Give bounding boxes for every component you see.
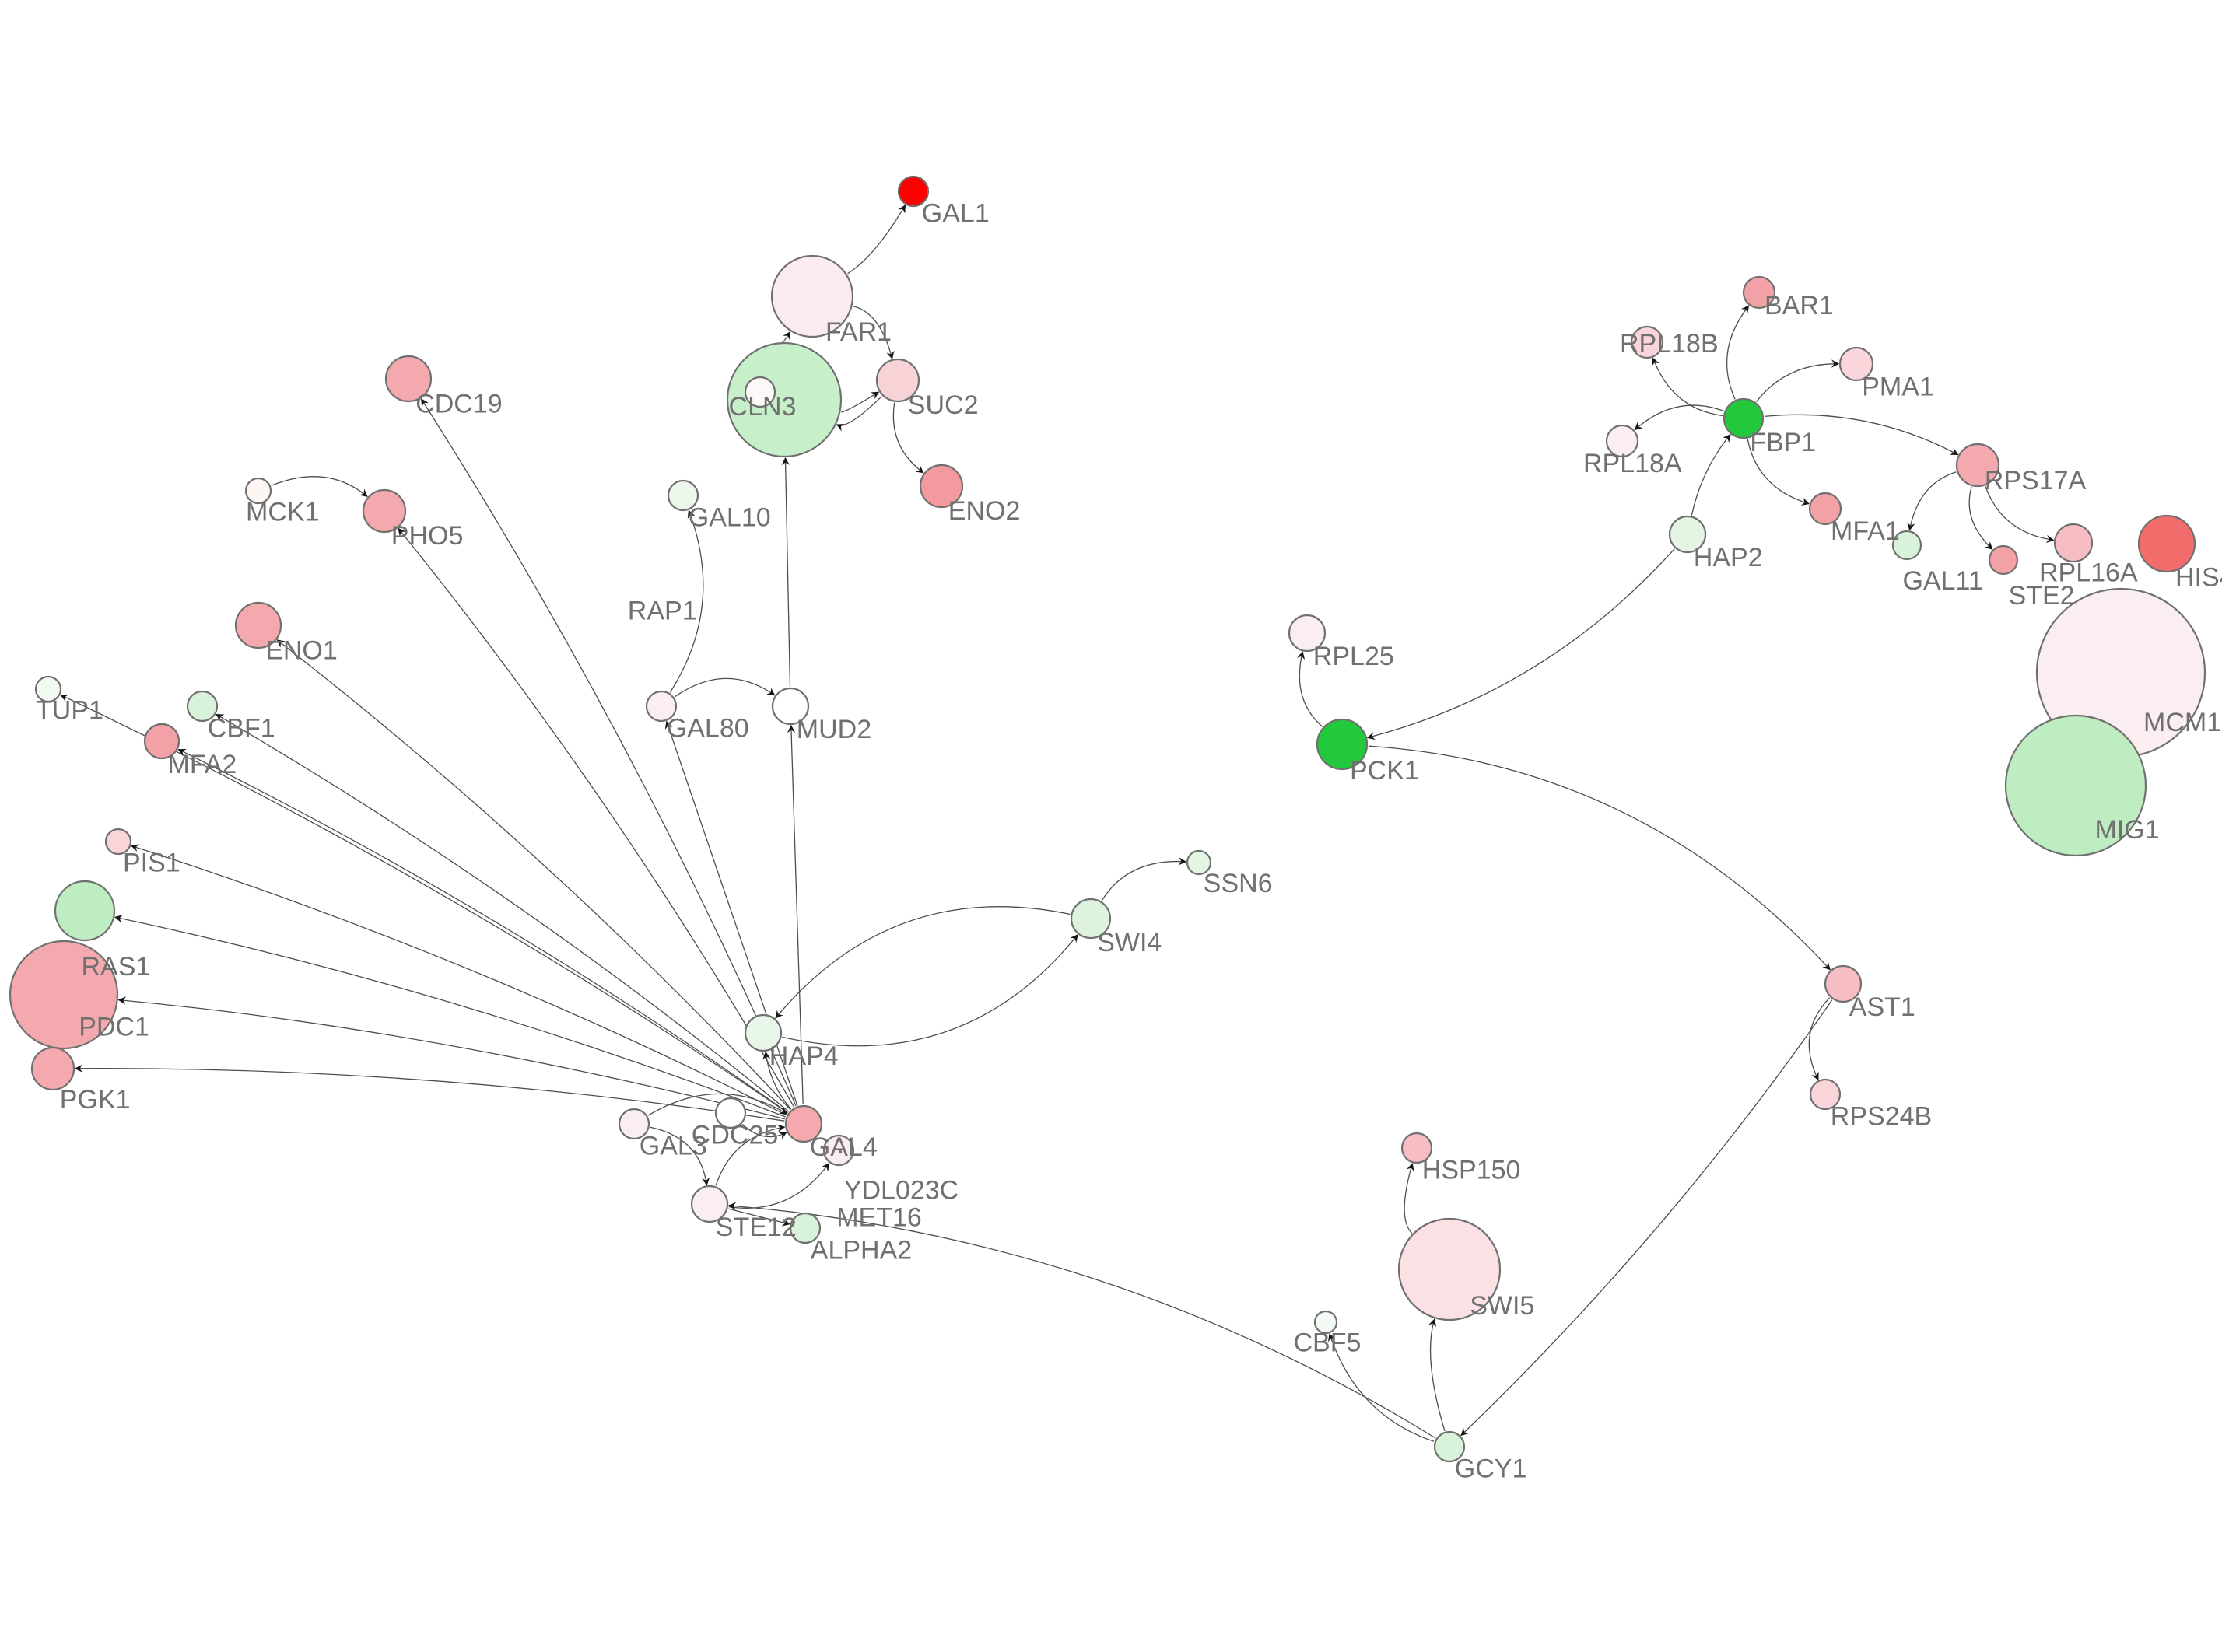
svg-text:RPL16A: RPL16A [2039,558,2138,588]
svg-text:GAL10: GAL10 [689,503,771,533]
svg-text:RPL25: RPL25 [1313,642,1394,671]
svg-text:FBP1: FBP1 [1750,428,1816,457]
svg-text:PHO5: PHO5 [391,521,464,551]
svg-text:BAR1: BAR1 [1765,291,1834,320]
svg-text:MIG1: MIG1 [2095,815,2160,845]
svg-text:MCK1: MCK1 [246,497,319,527]
svg-text:HAP4: HAP4 [769,1041,839,1071]
svg-text:SUC2: SUC2 [908,390,979,420]
svg-text:ALPHA2: ALPHA2 [811,1236,912,1265]
svg-text:MFA1: MFA1 [1831,516,1900,546]
svg-text:FAR1: FAR1 [825,317,892,347]
svg-text:MCM1: MCM1 [2143,708,2221,737]
svg-text:HAP2: HAP2 [1694,543,1763,572]
svg-text:GAL1: GAL1 [922,199,990,229]
svg-text:AST1: AST1 [1849,992,1915,1022]
svg-text:GAL4: GAL4 [810,1132,878,1162]
svg-text:CBF1: CBF1 [208,714,275,744]
svg-text:GAL11: GAL11 [1903,566,1983,596]
svg-text:CLN3: CLN3 [729,392,797,422]
svg-text:PDC1: PDC1 [79,1013,149,1042]
svg-text:SWI5: SWI5 [1470,1291,1534,1321]
svg-text:HSP150: HSP150 [1422,1156,1521,1185]
svg-text:CDC19: CDC19 [415,390,502,419]
svg-text:PCK1: PCK1 [1350,756,1419,786]
svg-text:PIS1: PIS1 [123,848,180,877]
svg-text:ENO1: ENO1 [265,636,338,666]
svg-text:RPS17A: RPS17A [1985,466,2087,495]
svg-text:TUP1: TUP1 [36,695,103,725]
svg-text:ENO2: ENO2 [948,496,1021,526]
svg-text:GAL80: GAL80 [667,714,749,744]
svg-text:RPL18B: RPL18B [1620,329,1719,359]
svg-text:PMA1: PMA1 [1862,372,1934,401]
svg-text:STE12: STE12 [716,1213,797,1242]
svg-text:RPL18A: RPL18A [1583,449,1682,478]
svg-text:PGK1: PGK1 [60,1085,131,1115]
svg-text:MET16: MET16 [836,1202,922,1232]
svg-text:SSN6: SSN6 [1204,869,1273,898]
svg-text:SWI4: SWI4 [1097,928,1162,957]
svg-text:MUD2: MUD2 [797,715,871,744]
svg-text:GCY1: GCY1 [1455,1454,1527,1484]
svg-text:HIS4: HIS4 [2175,562,2222,592]
svg-text:RAS1: RAS1 [82,952,151,982]
svg-text:MFA2: MFA2 [168,750,237,779]
svg-text:YDL023C: YDL023C [844,1176,959,1206]
svg-text:CDC25: CDC25 [692,1121,778,1150]
svg-text:CBF5: CBF5 [1294,1328,1362,1358]
svg-text:RAP1: RAP1 [628,597,697,626]
svg-text:RPS24B: RPS24B [1831,1102,1932,1132]
